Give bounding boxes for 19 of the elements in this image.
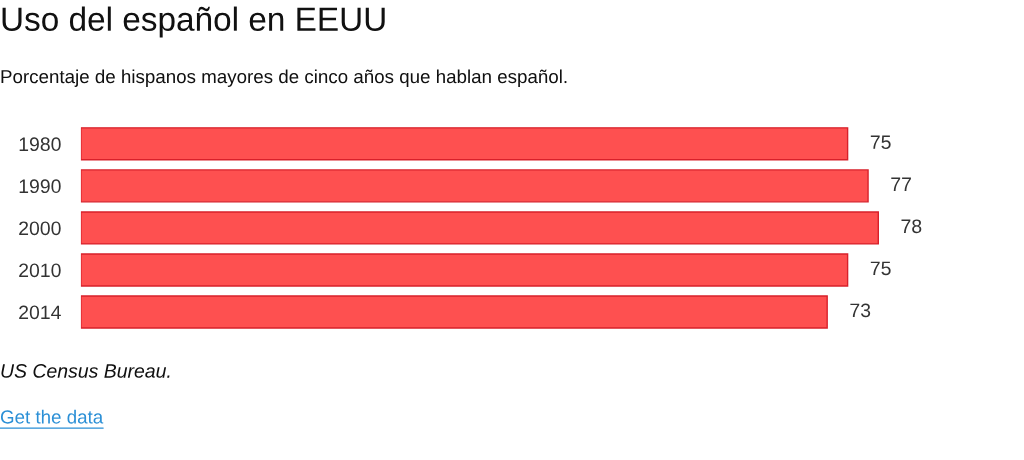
data-label: 73 [850,303,871,318]
data-label: 77 [891,177,911,191]
text: US Census Bureau. [1,364,170,378]
data-label: 78 [901,219,922,234]
y-tick-label: 2000 [19,221,61,236]
text: Get the data [0,409,104,424]
y-tick-label: 1990 [19,179,61,194]
bar [80,253,849,287]
chart-title: Uso del español en EEUU [2,6,385,38]
bar [80,295,828,329]
bar [80,169,869,203]
data-label: 75 [870,261,891,276]
y-tick-label: 2014 [19,305,61,320]
bar [80,127,849,161]
chart-subtitle: Porcentaje de hispanos mayores de cinco años que hablan español. [1,69,567,87]
y-tick-label: 2010 [19,263,61,278]
data-label: 75 [870,135,891,150]
y-tick-label: 1980 [19,137,61,152]
bar [80,211,879,245]
